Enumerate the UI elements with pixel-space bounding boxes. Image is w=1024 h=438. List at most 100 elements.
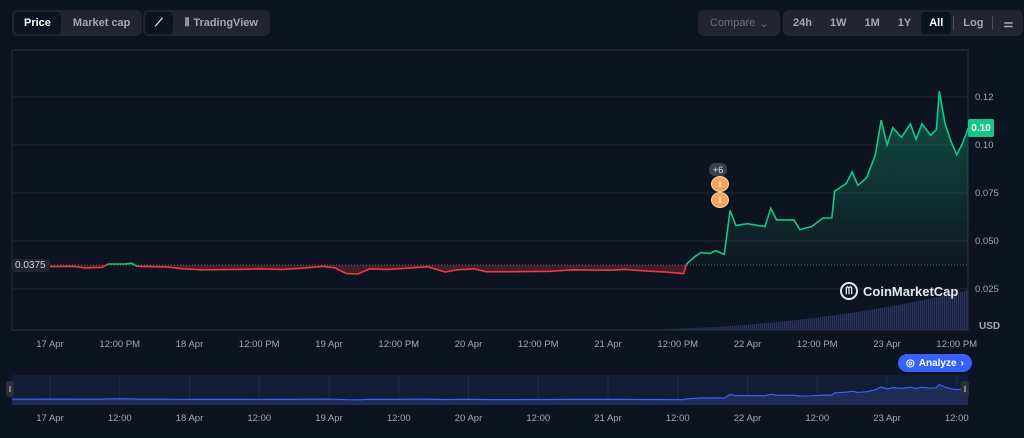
volume-bar	[710, 327, 712, 330]
volume-bar	[704, 327, 706, 330]
volume-bar	[776, 322, 778, 330]
event-marker[interactable]: i	[711, 192, 729, 208]
y-tick-label: 0.10	[975, 140, 994, 151]
volume-bar	[680, 328, 682, 330]
navigator-tick-label: 17 Apr	[36, 413, 63, 424]
volume-bar	[816, 317, 818, 330]
navigator-tick-label: 12:00	[666, 413, 690, 424]
navigator-tick-label: 12:00	[805, 413, 829, 424]
navigator-tick-label: 12:00	[945, 413, 969, 424]
volume-bar	[844, 313, 846, 330]
volume-bar	[956, 292, 958, 330]
volume-bar	[774, 322, 776, 330]
volume-bar	[876, 308, 878, 330]
volume-bar	[756, 323, 758, 330]
volume-bar	[964, 290, 966, 330]
volume-bar	[940, 296, 942, 330]
plot-border	[11, 49, 969, 331]
navigator-left-handle[interactable]: ǁ	[6, 381, 14, 397]
tab-market-cap[interactable]: Market cap	[72, 17, 131, 29]
reference-price-label: 0.0375	[11, 259, 50, 272]
x-tick-label: 20 Apr	[455, 339, 482, 350]
volume-bar	[824, 316, 826, 330]
volume-bar	[692, 328, 694, 330]
compare-dropdown[interactable]: Compare ⌄	[700, 12, 778, 34]
view-toggle: Price Market cap	[12, 10, 143, 36]
volume-bar	[716, 326, 718, 330]
chevron-right-icon: ›	[960, 357, 964, 369]
volume-bar	[900, 304, 902, 330]
volume-bar	[818, 317, 820, 330]
volume-bar	[778, 321, 780, 330]
compare-group: Compare ⌄	[698, 10, 781, 36]
volume-bar	[832, 315, 834, 330]
navigator-tick-label: 12:00	[108, 413, 132, 424]
volume-bar	[840, 314, 842, 330]
divider	[953, 16, 955, 30]
volume-bar	[764, 323, 766, 330]
volume-bar	[726, 326, 728, 330]
navigator-right-handle[interactable]: ǁ	[961, 381, 969, 397]
compare-label: Compare	[710, 17, 756, 29]
volume-bar	[794, 320, 796, 330]
volume-bar	[720, 326, 722, 330]
volume-bar	[910, 302, 912, 330]
line-chart-button[interactable]: ⟋	[145, 12, 173, 34]
x-tick-label: 19 Apr	[315, 339, 342, 350]
analyze-button[interactable]: ◎ Analyze ›	[898, 354, 972, 372]
volume-bar	[960, 291, 962, 330]
range-1m[interactable]: 1M	[864, 17, 880, 29]
divider	[992, 16, 994, 30]
volume-bar	[924, 299, 926, 330]
volume-bar	[796, 319, 798, 330]
range-1y[interactable]: 1Y	[897, 17, 912, 29]
range-24h[interactable]: 24h	[793, 17, 812, 29]
event-marker[interactable]: i	[711, 176, 729, 192]
volume-bar	[802, 319, 804, 330]
current-price-badge: 0.10	[968, 119, 994, 137]
range-1w[interactable]: 1W	[829, 17, 847, 29]
settings-button[interactable]: ⚌	[995, 12, 1021, 34]
volume-bar	[864, 310, 866, 330]
volume-bar	[822, 316, 824, 330]
tradingview-button[interactable]: ⫴ TradingView	[175, 12, 268, 34]
volume-bar	[782, 321, 784, 330]
x-tick-label: 22 Apr	[734, 339, 761, 350]
volume-bar	[694, 328, 696, 330]
volume-bar	[888, 306, 890, 330]
line-chart-icon: ⟋	[155, 16, 163, 29]
volume-bar	[942, 295, 944, 330]
price-area-up	[686, 91, 969, 265]
volume-bar	[760, 323, 762, 330]
price-area-down	[137, 264, 687, 274]
volume-bar	[690, 328, 692, 330]
volume-bar	[718, 326, 720, 330]
volume-bar	[922, 300, 924, 330]
volume-bar	[676, 328, 678, 330]
volume-bar	[766, 323, 768, 330]
volume-bar	[758, 323, 760, 330]
volume-bar	[730, 325, 732, 330]
volume-bar	[800, 319, 802, 330]
volume-bar	[884, 307, 886, 330]
volume-bar	[698, 327, 700, 330]
volume-bar	[808, 318, 810, 330]
tab-price[interactable]: Price	[14, 12, 61, 34]
x-tick-label: 12:00 PM	[797, 339, 838, 350]
log-toggle[interactable]: Log	[963, 17, 984, 29]
volume-bar	[708, 327, 710, 330]
more-events-badge[interactable]: +6	[709, 163, 728, 176]
x-tick-label: 12:00 PM	[239, 339, 280, 350]
x-tick-label: 12:00 PM	[657, 339, 698, 350]
volume-bar	[656, 329, 658, 330]
navigator-tick-label: 12:00	[526, 413, 550, 424]
volume-bar	[860, 311, 862, 330]
volume-bar	[664, 329, 666, 330]
volume-bar	[752, 324, 754, 330]
price-line-up	[108, 262, 138, 268]
range-all[interactable]: All	[921, 12, 952, 34]
volume-bar	[892, 305, 894, 330]
volume-bar	[748, 324, 750, 330]
volume-bar	[890, 306, 892, 330]
